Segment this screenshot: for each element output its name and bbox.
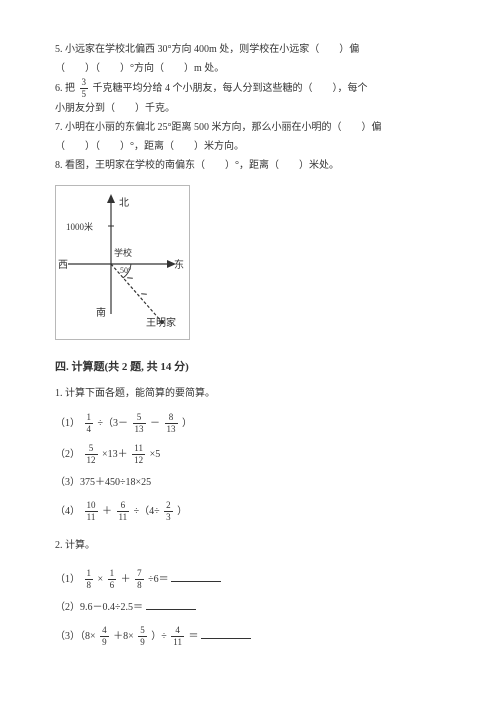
question-7-line1: 7. 小明在小丽的东偏北 25°距离 500 米方向，那么小丽在小明的（ ）偏	[55, 118, 445, 137]
q2i3-f3: 411	[171, 626, 184, 647]
s4-q1-item4: （4） 1011 ＋ 611 ÷（4÷ 23 ）	[55, 501, 445, 522]
item2-op1: ×13＋	[102, 449, 128, 460]
s4-q1-prompt: 1. 计算下面各题，能简算的要简算。	[55, 384, 445, 403]
s4-q2-item1: （1） 18 × 16 ＋ 78 ÷6＝	[55, 569, 445, 590]
q2i1-op1: ×	[98, 574, 104, 585]
item4-frac-a: 1011	[85, 501, 98, 522]
item4-op3: ）	[177, 506, 187, 517]
q2i3-f2: 59	[138, 626, 147, 647]
q2i2-text: （2）9.6－0.4÷2.5＝	[55, 602, 143, 613]
question-7-line2: （ ）（ ）°，距离（ ）米方向。	[55, 137, 445, 156]
item1-op3: ）	[182, 418, 192, 429]
item4-op1: ＋	[102, 506, 112, 517]
s4-q1-item1: （1） 14 ÷（3－ 513 － 813 ）	[55, 413, 445, 434]
label-scale: 1000米	[66, 220, 93, 233]
item2-frac-b: 1112	[132, 444, 145, 465]
compass-diagram: 北 南 东 西 学校 1000米 50° 王明家	[55, 185, 190, 340]
s4-q2-item2: （2）9.6－0.4÷2.5＝	[55, 600, 445, 616]
q2i1-op3: ÷6＝	[148, 574, 169, 585]
q2i1-f2: 16	[108, 569, 117, 590]
label-angle: 50°	[120, 266, 131, 275]
question-6-line2: 小朋友分到（ ）千克。	[55, 99, 445, 118]
label-north: 北	[119, 194, 129, 209]
label-school: 学校	[114, 246, 132, 259]
question-6-line1: 6. 把 3 5 千克糖平均分给 4 个小朋友，每人分到这些糖的（ ），每个	[55, 78, 445, 99]
item2-frac-a: 512	[85, 444, 98, 465]
item1-frac-a: 14	[85, 413, 94, 434]
item4-frac-b: 611	[117, 501, 130, 522]
item4-frac-c: 23	[164, 501, 173, 522]
item4-label: （4）	[55, 506, 80, 517]
q2i2-blank	[146, 600, 196, 610]
label-wanghome: 王明家	[146, 314, 176, 329]
q2i3-op3: ＝	[188, 631, 198, 642]
q6-frac-den: 5	[80, 89, 89, 99]
question-8-line1: 8. 看图，王明家在学校的南偏东（ ）°，距离（ ）米处。	[55, 156, 445, 175]
item1-frac-c: 813	[165, 413, 178, 434]
item1-op1: ÷（3－	[98, 418, 129, 429]
q2i1-label: （1）	[55, 574, 80, 585]
q6-part2: 千克糖平均分给 4 个小朋友，每人分到这些糖的（ ），每个	[93, 83, 368, 94]
item1-frac-b: 513	[133, 413, 146, 434]
label-east: 东	[174, 256, 184, 271]
question-5-line1: 5. 小远家在学校北偏西 30°方向 400m 处，则学校在小远家（ ）偏	[55, 40, 445, 59]
item1-op2: －	[150, 418, 160, 429]
label-west: 西	[58, 256, 68, 271]
q2i1-f3: 78	[135, 569, 144, 590]
q6-frac-num: 3	[80, 78, 89, 89]
s4-q2-item3: （3）（8× 49 ＋8× 59 ）÷ 411 ＝	[55, 626, 445, 647]
q2i1-blank	[171, 572, 221, 582]
q2i3-op1: ＋8×	[113, 631, 134, 642]
question-5-line2: （ ）（ ）°方向（ ）m 处。	[55, 59, 445, 78]
q2i1-f1: 18	[85, 569, 94, 590]
s4-q1-item3: （3）375＋450÷18×25	[55, 475, 445, 491]
item2-label: （2）	[55, 449, 80, 460]
item2-op2: ×5	[150, 449, 161, 460]
label-south: 南	[96, 304, 106, 319]
q2i3-f1: 49	[100, 626, 109, 647]
q2i3-op2: ）÷	[151, 631, 167, 642]
item4-op2: ÷（4÷	[134, 506, 160, 517]
item1-label: （1）	[55, 418, 80, 429]
q2i1-op2: ＋	[121, 574, 131, 585]
q2i3-label: （3）（8×	[55, 631, 96, 642]
s4-q1-item2: （2） 512 ×13＋ 1112 ×5	[55, 444, 445, 465]
section4-title: 四. 计算题(共 2 题, 共 14 分)	[55, 358, 445, 374]
s4-q2-prompt: 2. 计算。	[55, 536, 445, 555]
q2i3-blank	[201, 629, 251, 639]
q6-part1: 6. 把	[55, 83, 75, 94]
q6-fraction: 3 5	[80, 78, 89, 99]
